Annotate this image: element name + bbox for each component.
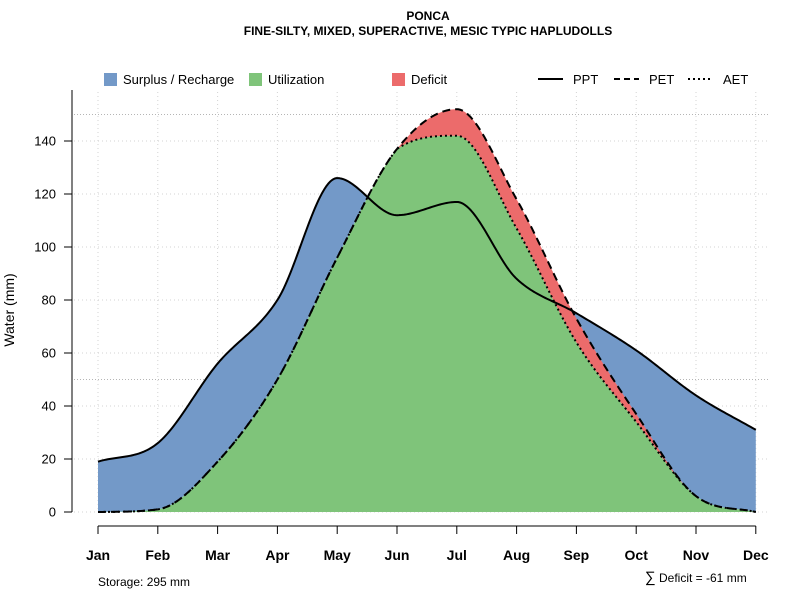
chart-subtitle: FINE-SILTY, MIXED, SUPERACTIVE, MESIC TY…	[244, 24, 612, 38]
x-tick-label-oct: Oct	[625, 547, 649, 563]
y-tick-label-0: 0	[49, 505, 56, 520]
utilization-area	[98, 135, 756, 512]
x-tick-label-feb: Feb	[145, 547, 170, 563]
series-line-ppt	[97, 177, 757, 463]
legend-label-pet: PET	[649, 72, 674, 87]
x-tick-label-mar: Mar	[205, 547, 230, 563]
series-line-pet	[97, 108, 757, 513]
legend-swatch-surplus-recharge	[104, 73, 117, 86]
x-tick-label-jul: Jul	[447, 547, 467, 563]
x-tick-label-may: May	[324, 547, 351, 563]
surplus-recharge-area	[98, 135, 756, 512]
legend-label-aet: AET	[723, 72, 748, 87]
legend-label-utilization: Utilization	[268, 72, 324, 87]
x-tick-label-jan: Jan	[86, 547, 110, 563]
y-tick-label-140: 140	[34, 134, 56, 149]
deficit-sum-symbol: ∑	[645, 569, 656, 586]
series-line-aet	[97, 134, 757, 513]
legend-swatch-utilization	[249, 73, 262, 86]
y-tick-label-120: 120	[34, 187, 56, 202]
y-tick-label-60: 60	[42, 346, 56, 361]
y-tick-label-80: 80	[42, 293, 56, 308]
deficit-note: Deficit = -61 mm	[659, 571, 747, 585]
x-tick-label-nov: Nov	[683, 547, 710, 563]
y-tick-label-20: 20	[42, 452, 56, 467]
storage-note: Storage: 295 mm	[98, 575, 190, 589]
legend-label-ppt: PPT	[573, 72, 598, 87]
x-tick-label-aug: Aug	[503, 547, 530, 563]
legend: Surplus / Recharge Utilization Deficit PPT P…	[104, 72, 748, 87]
areas	[98, 109, 756, 512]
y-tick-label-40: 40	[42, 399, 56, 414]
x-tick-label-sep: Sep	[564, 547, 590, 563]
chart-title: PONCA	[406, 9, 450, 23]
x-tick-label-apr: Apr	[265, 547, 290, 563]
y-axis-label: Water (mm)	[1, 273, 17, 346]
series-lines	[97, 108, 757, 513]
x-tick-label-jun: Jun	[385, 547, 410, 563]
y-tick-label-100: 100	[34, 240, 56, 255]
legend-label-surplus-recharge: Surplus / Recharge	[123, 72, 234, 87]
legend-swatch-deficit	[392, 73, 405, 86]
legend-label-deficit: Deficit	[411, 72, 448, 87]
x-tick-label-dec: Dec	[743, 547, 769, 563]
axes: 0 20 40 60 80 100 120 140 Jan Feb Mar Apr May Jun Jul A…	[34, 90, 769, 563]
